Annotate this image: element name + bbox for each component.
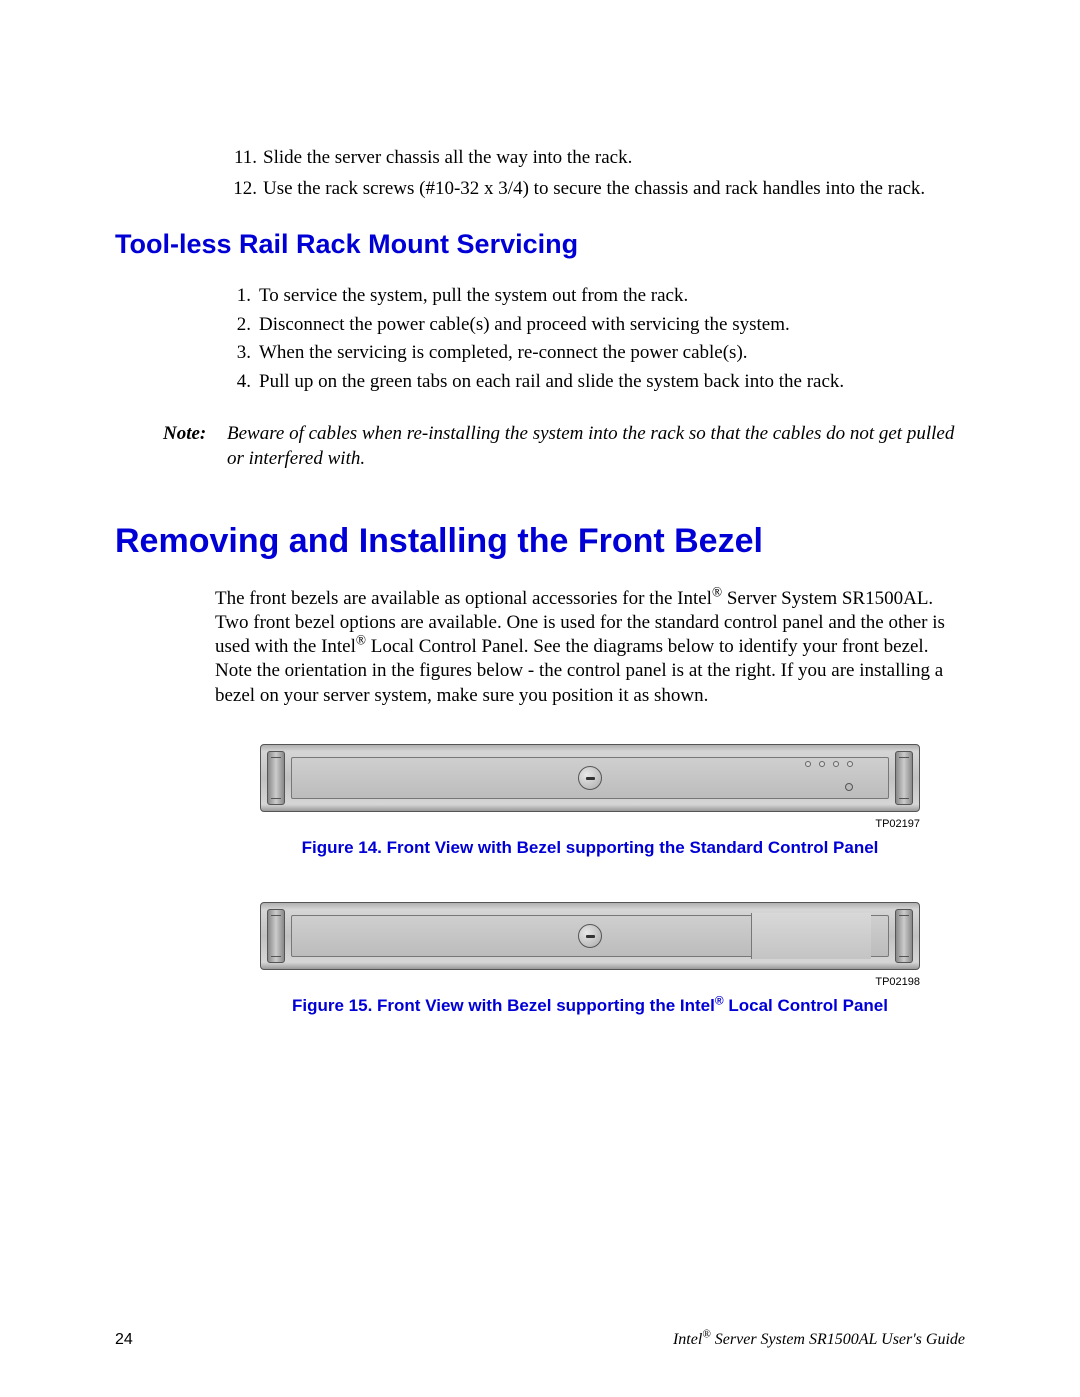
- lcp-panel: [751, 913, 871, 959]
- figure-caption-15: Figure 15. Front View with Bezel support…: [215, 996, 965, 1016]
- figure-15: TP02198 Figure 15. Front View with Bezel…: [215, 902, 965, 1016]
- step-text: To service the system, pull the system o…: [259, 285, 688, 306]
- figure-14: TP02197 Figure 14. Front View with Bezel…: [215, 744, 965, 858]
- bezel-diagram-lcp: [260, 902, 920, 970]
- footer-title: Intel® Server System SR1500AL User's Gui…: [673, 1331, 965, 1349]
- step-number: 4.: [231, 368, 251, 397]
- page-number: 24: [115, 1331, 133, 1349]
- bezel-handle-left: [267, 909, 285, 963]
- step-text: When the servicing is completed, re-conn…: [259, 342, 748, 363]
- body-text-pre: The front bezels are available as option…: [215, 588, 712, 609]
- note-block: Note: Beware of cables when re-installin…: [163, 422, 965, 471]
- heading-front-bezel: Removing and Installing the Front Bezel: [115, 522, 965, 561]
- note-label: Note:: [163, 422, 221, 471]
- led-indicator: [805, 761, 811, 767]
- figure-ref-14: TP02197: [260, 818, 920, 830]
- step-11: 11. Slide the server chassis all the way…: [235, 145, 965, 170]
- bezel-lock-icon: [578, 924, 602, 948]
- heading-toolless-servicing: Tool-less Rail Rack Mount Servicing: [115, 229, 965, 260]
- led-indicator: [847, 761, 853, 767]
- bezel-handle-right: [895, 909, 913, 963]
- servicing-step-3: 3. When the servicing is completed, re-c…: [235, 339, 965, 368]
- registered-mark: ®: [715, 993, 724, 1007]
- caption-text-post: Local Control Panel: [724, 996, 888, 1015]
- lock-slot: [586, 777, 595, 780]
- servicing-step-2: 2. Disconnect the power cable(s) and pro…: [235, 311, 965, 340]
- servicing-steps: 1. To service the system, pull the syste…: [235, 282, 965, 396]
- lock-slot: [586, 935, 595, 938]
- registered-mark: ®: [712, 584, 722, 599]
- step-text: Disconnect the power cable(s) and procee…: [259, 314, 790, 335]
- step-12: 12. Use the rack screws (#10-32 x 3/4) t…: [235, 176, 965, 201]
- servicing-step-4: 4. Pull up on the green tabs on each rai…: [235, 368, 965, 397]
- figure-ref-15: TP02198: [260, 976, 920, 988]
- registered-mark: ®: [702, 1329, 711, 1341]
- step-number: 3.: [231, 339, 251, 368]
- step-text: Slide the server chassis all the way int…: [263, 147, 632, 168]
- footer-title-post: Server System SR1500AL User's Guide: [711, 1331, 965, 1348]
- page-footer: 24 Intel® Server System SR1500AL User's …: [115, 1331, 965, 1349]
- install-steps-continued: 11. Slide the server chassis all the way…: [235, 145, 965, 201]
- bezel-handle-right: [895, 751, 913, 805]
- step-number: 2.: [231, 311, 251, 340]
- step-text: Pull up on the green tabs on each rail a…: [259, 371, 844, 392]
- bezel-diagram-standard: [260, 744, 920, 812]
- step-number: 1.: [231, 282, 251, 311]
- bezel-handle-left: [267, 751, 285, 805]
- footer-title-pre: Intel: [673, 1331, 702, 1348]
- caption-text-pre: Figure 15. Front View with Bezel support…: [292, 996, 715, 1015]
- registered-mark: ®: [356, 633, 366, 648]
- led-indicator: [833, 761, 839, 767]
- bezel-led-row: [805, 761, 853, 767]
- step-number: 11.: [227, 145, 257, 170]
- bezel-lock-icon: [578, 766, 602, 790]
- led-indicator: [819, 761, 825, 767]
- step-text: Use the rack screws (#10-32 x 3/4) to se…: [263, 178, 925, 199]
- note-text: Beware of cables when re-installing the …: [221, 422, 965, 471]
- figure-caption-14: Figure 14. Front View with Bezel support…: [215, 838, 965, 858]
- bezel-intro-paragraph: The front bezels are available as option…: [215, 587, 965, 709]
- servicing-step-1: 1. To service the system, pull the syste…: [235, 282, 965, 311]
- step-number: 12.: [227, 176, 257, 201]
